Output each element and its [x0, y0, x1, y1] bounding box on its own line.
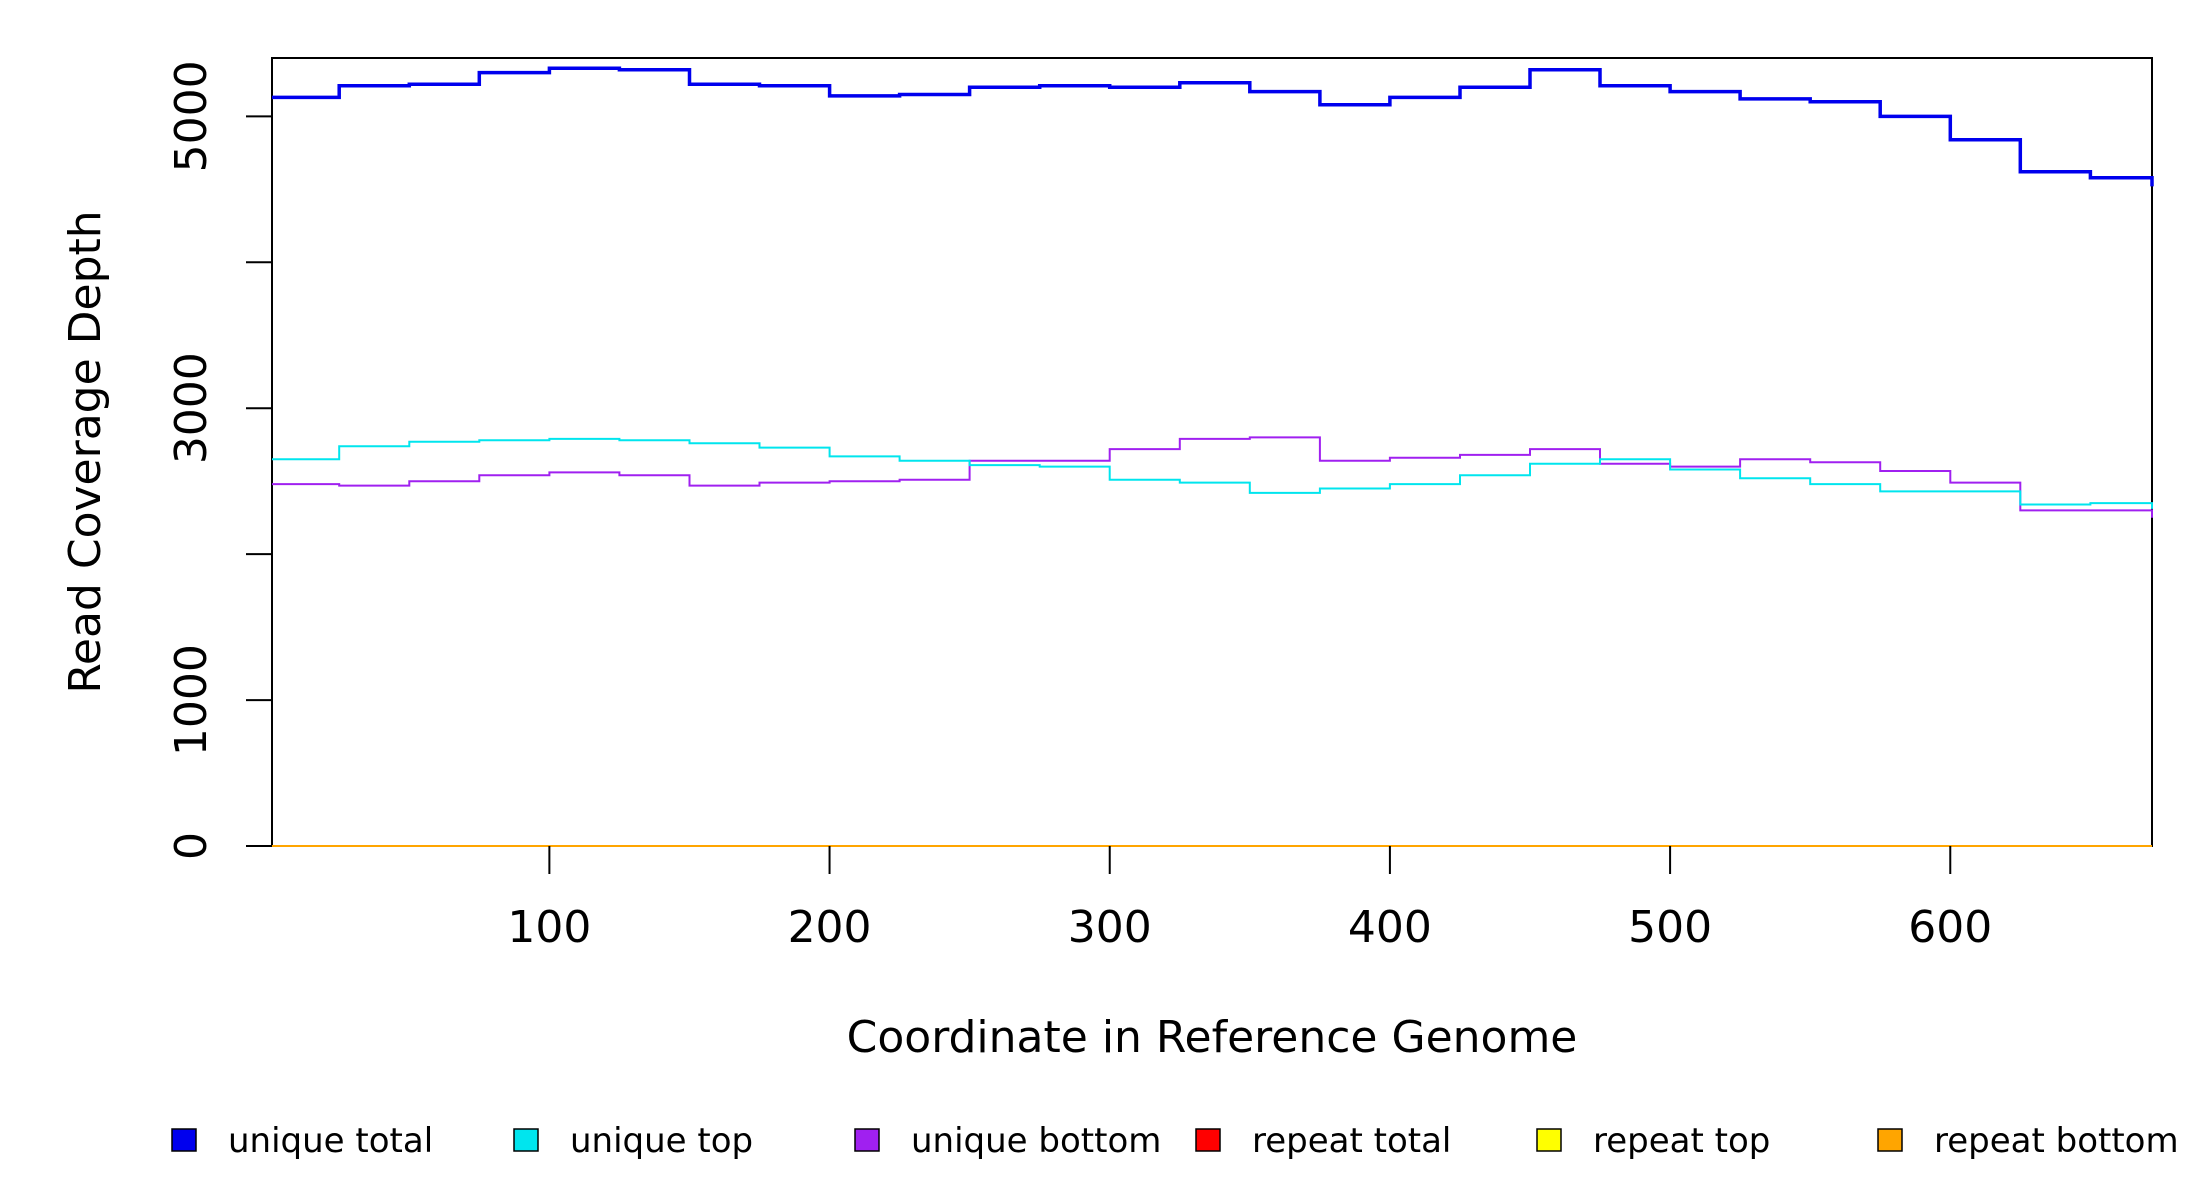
legend-label-repeat-top: repeat top: [1593, 1121, 1770, 1161]
legend-swatch-repeat-top: [1536, 1128, 1562, 1152]
series-line-unique-bottom: [272, 436, 2153, 518]
x-tick-label: 300: [1068, 902, 1152, 953]
y-tick-label: 5000: [166, 60, 217, 172]
x-axis: 100 200 300 400 500 600: [507, 846, 1992, 953]
series-line-unique-total: [272, 66, 2154, 187]
legend-label-unique-bottom: unique bottom: [911, 1121, 1161, 1161]
series-layer: [272, 66, 2154, 847]
y-axis: 0 1000 3000 5000: [166, 60, 272, 860]
legend-label-unique-total: unique total: [228, 1121, 433, 1161]
x-tick-label: 100: [507, 902, 591, 953]
x-tick-label: 400: [1348, 902, 1432, 953]
legend-label-repeat-bottom: repeat bottom: [1934, 1121, 2179, 1161]
x-tick-label: 200: [788, 902, 872, 953]
y-tick-label: 0: [166, 832, 217, 860]
x-tick-label: 500: [1628, 902, 1712, 953]
legend-swatch-unique-total: [171, 1128, 197, 1152]
x-tick-label: 600: [1908, 902, 1992, 953]
y-tick-label: 3000: [166, 352, 217, 464]
legend-label-repeat-total: repeat total: [1252, 1121, 1451, 1161]
legend-swatch-repeat-bottom: [1877, 1128, 1903, 1152]
y-axis-title: Read Coverage Depth: [60, 210, 111, 693]
plot-frame: [271, 57, 2153, 847]
legend-label-unique-top: unique top: [570, 1121, 753, 1161]
x-axis-title: Coordinate in Reference Genome: [847, 1012, 1578, 1063]
legend-swatch-repeat-total: [1195, 1128, 1221, 1152]
y-tick-label: 1000: [166, 644, 217, 756]
series-line-unique-top: [272, 437, 2153, 509]
legend-swatch-unique-top: [513, 1128, 539, 1152]
legend: unique total unique top unique bottom repea…: [171, 1121, 2179, 1161]
legend-swatch-unique-bottom: [854, 1128, 880, 1152]
